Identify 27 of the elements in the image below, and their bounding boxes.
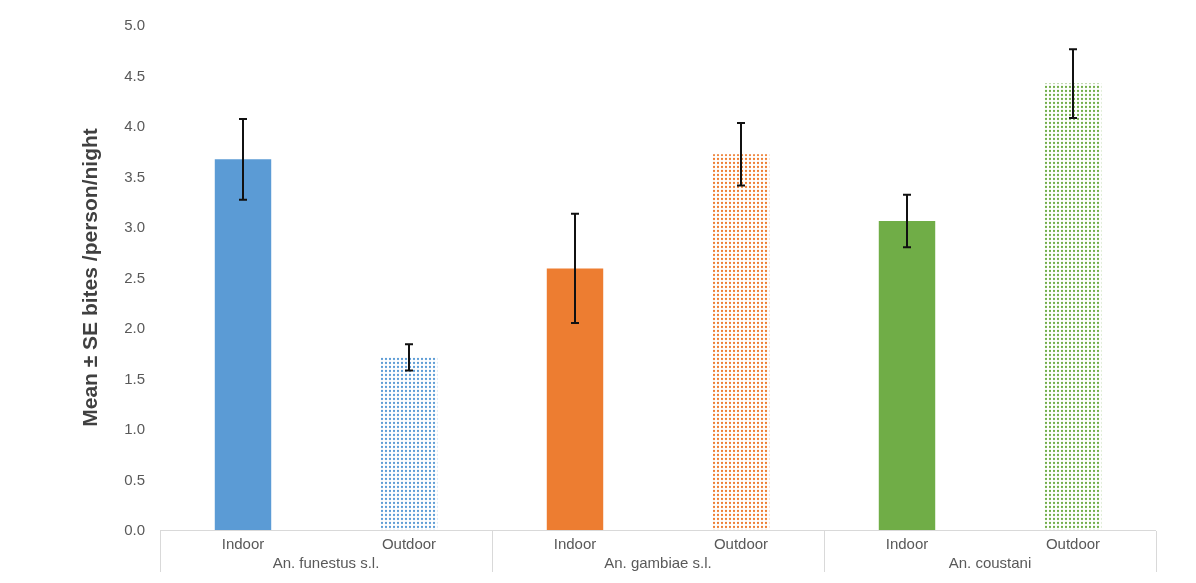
y-tick-label: 0.0 (124, 521, 145, 539)
x-tick-label: Outdoor (1045, 535, 1101, 552)
y-tick-label: 1.5 (124, 369, 145, 387)
y-tick-label: 2.5 (124, 268, 145, 286)
y-tick-label: 2.0 (124, 319, 145, 337)
y-tick-label: 0.5 (124, 470, 145, 488)
bar (380, 357, 438, 530)
text: An. funestus s.l. (272, 554, 380, 571)
text: An. coustani (948, 554, 1032, 571)
bar (712, 154, 770, 530)
x-tick-label: Outdoor (381, 535, 437, 552)
bar (878, 220, 936, 530)
y-tick-label: 4.0 (124, 117, 145, 135)
y-tick-label: 3.5 (124, 167, 145, 185)
x-tick-label: Indoor (885, 535, 929, 552)
bar (1044, 83, 1102, 530)
y-tick-label: 1.0 (124, 420, 145, 438)
text: An. gambiae s.l. (604, 554, 712, 571)
x-tick-label: Indoor (553, 535, 597, 552)
bar (546, 268, 604, 530)
y-tick-label: 3.0 (124, 218, 145, 236)
x-tick-label: Indoor (221, 535, 265, 552)
bar (214, 159, 272, 530)
x-tick-label: Outdoor (713, 535, 769, 552)
y-tick-label: 5.0 (124, 16, 145, 34)
y-axis-title: Mean ± SE bites /person/night (78, 128, 102, 427)
y-tick-label: 4.5 (124, 66, 145, 84)
